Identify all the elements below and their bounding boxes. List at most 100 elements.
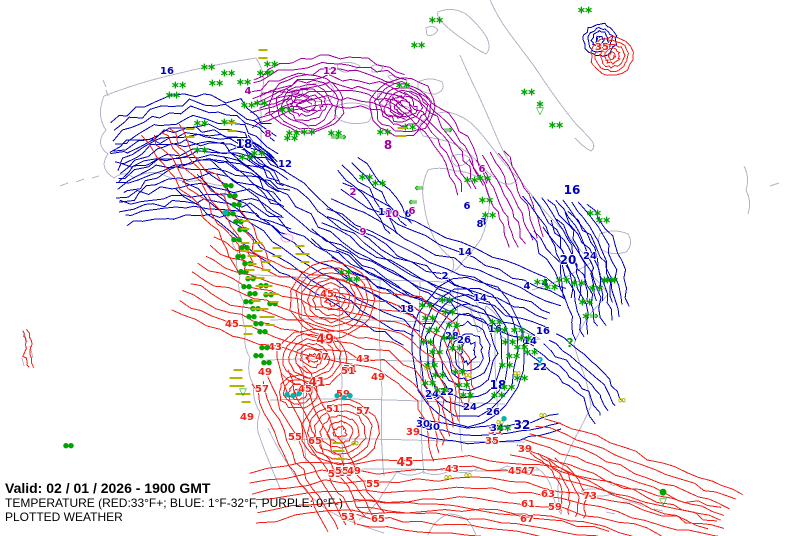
isotherm-path — [369, 77, 436, 137]
isotherm-path — [522, 438, 725, 516]
isotherm-path — [247, 134, 479, 299]
isotherm-path — [253, 61, 408, 84]
isotherm-path — [256, 486, 720, 536]
isotherm-path — [544, 418, 743, 496]
isotherm-path — [297, 364, 374, 518]
isotherm-path — [276, 79, 340, 131]
isotherm-path — [179, 300, 440, 453]
isotherm-path — [384, 99, 459, 196]
isotherm-path — [289, 260, 376, 340]
isotherm-path — [305, 352, 319, 364]
isotherm-path — [280, 83, 334, 127]
isotherm-path — [489, 151, 534, 241]
isotherm-path — [529, 232, 577, 341]
isotherm-path — [250, 89, 406, 114]
isotherm-path — [301, 398, 380, 466]
isotherm-path — [191, 271, 454, 428]
isotherm-path — [533, 347, 601, 416]
hudson-bay-coastline — [422, 167, 490, 274]
isotherm-path — [319, 414, 360, 449]
isotherm-path — [141, 135, 241, 276]
isotherm-path — [168, 127, 264, 268]
greenland-coastline — [459, 0, 595, 173]
isotherm-path — [249, 455, 722, 508]
isotherm-path — [113, 98, 277, 137]
isotherm-path — [227, 150, 457, 311]
map-legend: Valid: 02 / 01 / 2026 - 1900 GMT TEMPERA… — [5, 480, 343, 524]
isotherm-path — [341, 164, 398, 235]
isotherm-path — [497, 152, 538, 239]
isotherm-path — [115, 114, 279, 155]
isotherm-path — [110, 133, 278, 166]
isotherm-path — [119, 193, 283, 217]
isotherm-path — [259, 88, 308, 98]
isotherm-path — [120, 132, 275, 164]
isotherm-path — [356, 506, 599, 536]
isotherm-path — [118, 154, 284, 187]
isotherm-path — [268, 74, 345, 134]
isotherm-path — [424, 293, 509, 410]
isotherm-path — [416, 428, 562, 445]
isotherm-path — [262, 380, 339, 530]
isotherm-path — [516, 444, 717, 522]
isotherm-path — [213, 236, 475, 391]
isotherm-path — [555, 333, 624, 402]
isotherm-path — [126, 213, 287, 235]
isotherm-path — [395, 94, 472, 189]
isotherm-path — [545, 456, 580, 517]
isotherm-path — [303, 365, 385, 514]
isotherm-path — [340, 188, 566, 300]
isotherm-path — [114, 139, 286, 172]
isotherm-path — [535, 425, 736, 500]
isotherm-path — [300, 272, 364, 327]
isotherm-layer — [22, 22, 743, 536]
coastlines-layer — [21, 0, 780, 536]
isotherm-path — [282, 379, 313, 405]
isotherm-path — [255, 508, 634, 536]
isotherm-path — [542, 226, 589, 335]
isotherm-path — [306, 403, 373, 461]
isotherm-path — [354, 499, 610, 532]
isotherm-path — [419, 422, 561, 436]
isotherm-path — [522, 195, 564, 298]
isotherm-path — [267, 376, 347, 526]
isotherm-path — [431, 303, 503, 399]
isotherm-path — [411, 276, 525, 428]
isotherm-path — [109, 126, 278, 163]
aleutian-islands — [59, 79, 109, 187]
isotherm-path — [178, 123, 269, 262]
isotherm-path — [554, 457, 587, 519]
isotherm-path — [293, 388, 304, 397]
isotherm-path — [326, 420, 354, 444]
isotherm-path — [320, 288, 346, 311]
isotherm-path — [594, 39, 629, 73]
isotherm-path — [571, 201, 613, 303]
isotherm-path — [546, 199, 589, 303]
isotherm-path — [595, 35, 606, 46]
isotherm-path — [419, 288, 519, 417]
isotherm-path — [259, 93, 310, 105]
isotherm-path — [603, 47, 621, 65]
isotherm-path — [278, 374, 318, 409]
isotherm-path — [276, 328, 348, 388]
plotted-weather-label: PLOTTED WEATHER — [5, 510, 123, 524]
isotherm-path — [125, 205, 292, 230]
isotherm-path — [249, 465, 721, 521]
isotherm-path — [590, 29, 610, 50]
right-edge-coast — [743, 165, 780, 215]
isotherm-path — [287, 383, 309, 401]
valid-datetime: Valid: 02 / 01 / 2026 - 1900 GMT — [5, 480, 211, 496]
isotherm-path — [288, 338, 336, 379]
isotherm-path — [356, 513, 541, 536]
isotherm-path — [171, 309, 435, 462]
isotherm-path — [590, 35, 634, 76]
isotherm-path — [543, 343, 609, 411]
isotherm-path — [438, 312, 499, 392]
isotherm-path — [586, 203, 630, 307]
isotherm-path — [251, 103, 406, 129]
isotherm-path — [160, 132, 254, 266]
isotherm-path — [209, 244, 471, 402]
isotherm-path — [190, 283, 451, 437]
isotherm-path — [241, 146, 471, 305]
